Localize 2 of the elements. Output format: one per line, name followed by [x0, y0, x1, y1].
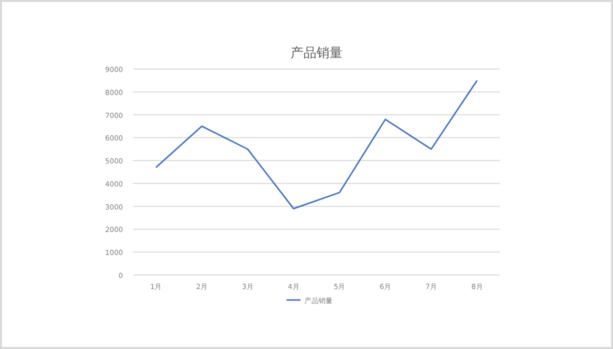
line-series — [155, 80, 478, 210]
chart-title: 产品销量 — [290, 46, 342, 61]
